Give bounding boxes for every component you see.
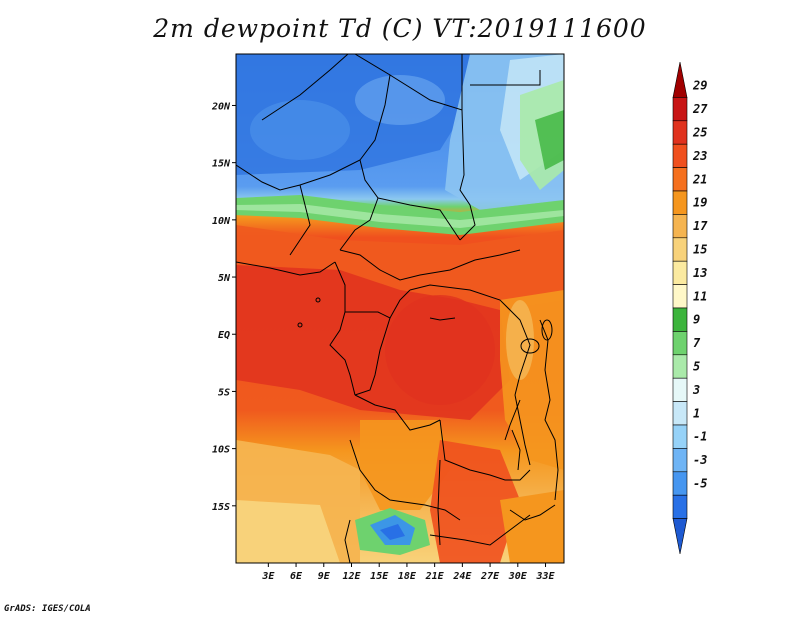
colorbar-swatch bbox=[672, 307, 688, 332]
colorbar-swatch bbox=[672, 143, 688, 168]
y-tick-label: 5S bbox=[218, 387, 230, 398]
colorbar-swatch bbox=[672, 214, 688, 239]
y-tick-label: 5N bbox=[218, 273, 231, 284]
map-field bbox=[236, 54, 564, 563]
colorbar-swatch bbox=[672, 97, 688, 122]
x-tick-label: 33E bbox=[535, 571, 555, 582]
y-tick-label: 10N bbox=[212, 216, 231, 227]
colorbar-swatch bbox=[672, 424, 688, 449]
colorbar-swatch bbox=[672, 167, 688, 192]
colorbar-label: -5 bbox=[693, 477, 707, 491]
y-tick-label: 20N bbox=[211, 101, 231, 112]
colorbar-label: 21 bbox=[692, 172, 707, 186]
colorbar-label: 15 bbox=[693, 243, 707, 257]
colorbar-swatch bbox=[672, 61, 688, 98]
colorbar-swatch bbox=[672, 284, 688, 309]
colorbar-swatch bbox=[672, 471, 688, 496]
x-tick-label: 24E bbox=[452, 571, 472, 582]
x-tick-label: 3E bbox=[261, 571, 275, 582]
y-tick-label: EQ bbox=[218, 330, 230, 341]
y-tick-label: 15N bbox=[212, 159, 231, 170]
colorbar-label: 19 bbox=[693, 196, 707, 210]
colorbar-swatch bbox=[672, 190, 688, 215]
x-tick-label: 12E bbox=[342, 571, 361, 582]
x-tick-label: 9E bbox=[318, 571, 331, 582]
x-tick-label: 21E bbox=[425, 571, 445, 582]
colorbar-swatch bbox=[672, 260, 688, 285]
colorbar-swatch bbox=[672, 120, 688, 145]
colorbar-label: 7 bbox=[693, 336, 701, 350]
x-tick-label: 30E bbox=[508, 571, 528, 582]
colorbar-swatch bbox=[672, 518, 688, 555]
colorbar-label: 25 bbox=[692, 126, 707, 140]
colorbar-swatch bbox=[672, 377, 688, 402]
colorbar-swatch bbox=[672, 331, 688, 356]
colorbar-label: 5 bbox=[693, 360, 700, 374]
colorbar-label: 1 bbox=[693, 406, 700, 420]
x-axis-ticks: 3E 6E 9E 12E 15E 18E 21E 24E 27E 30E 33E bbox=[261, 563, 556, 582]
x-tick-label: 18E bbox=[398, 571, 417, 582]
colorbar-swatch bbox=[672, 401, 688, 426]
y-tick-label: 10S bbox=[212, 445, 230, 456]
x-tick-label: 27E bbox=[480, 571, 500, 582]
colorbar-label: 17 bbox=[693, 219, 708, 233]
colorbar-swatch bbox=[672, 237, 688, 262]
colorbar: 29 27 25 23 21 19 17 15 13 11 9 7 5 3 1 -1 -3 -5 bbox=[672, 61, 708, 555]
colorbar-label: 11 bbox=[693, 289, 707, 303]
country-borders bbox=[236, 54, 559, 563]
map-title: 2m dewpoint Td (C) VT:2019111600 bbox=[153, 14, 647, 43]
y-tick-label: 15S bbox=[212, 502, 230, 513]
colorbar-swatch bbox=[672, 448, 688, 473]
grads-credit: GrADS: IGES/COLA bbox=[4, 604, 91, 614]
colorbar-label: -3 bbox=[693, 453, 707, 467]
colorbar-label: 23 bbox=[692, 149, 707, 163]
colorbar-swatch bbox=[672, 494, 688, 519]
y-axis-ticks: 20N 15N 10N 5N EQ 5S 10S 15S bbox=[211, 101, 236, 513]
map-frame bbox=[235, 53, 565, 564]
colorbar-label: 29 bbox=[692, 79, 707, 93]
colorbar-label: 9 bbox=[693, 313, 700, 327]
colorbar-label: 27 bbox=[692, 102, 708, 116]
colorbar-swatch bbox=[672, 354, 688, 379]
colorbar-label: 3 bbox=[692, 383, 700, 397]
colorbar-label: -1 bbox=[693, 430, 707, 444]
x-tick-label: 15E bbox=[370, 571, 389, 582]
x-tick-label: 6E bbox=[290, 571, 303, 582]
colorbar-label: 13 bbox=[693, 266, 707, 280]
